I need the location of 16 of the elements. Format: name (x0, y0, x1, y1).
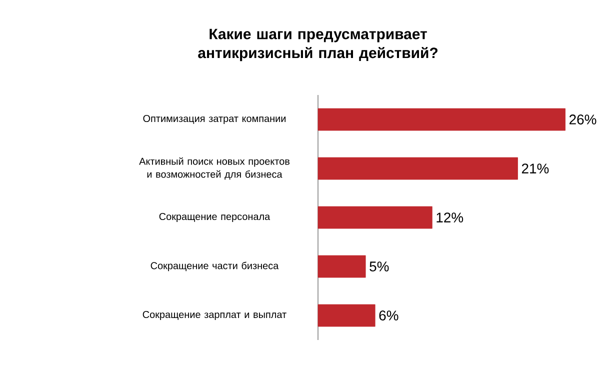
y-tick-label: Оптимизация затрат компании (143, 114, 286, 124)
y-tick-label: Сокращение персонала (159, 212, 270, 222)
bar (318, 206, 432, 229)
y-tick-label: Сокращение части бизнеса (150, 262, 279, 272)
bar (318, 255, 366, 278)
bar (318, 304, 376, 327)
data-label: 21% (522, 164, 549, 174)
y-tick-label: Сокращение зарплат и выплат (142, 310, 286, 320)
data-label: 26% (570, 114, 596, 124)
bar (318, 108, 566, 131)
data-label: 6% (379, 310, 398, 320)
y-tick-label: Активный поиск новых проектов и возможностей для бизнеса (139, 157, 290, 180)
data-label: 12% (436, 212, 464, 222)
data-label: 5% (370, 262, 389, 272)
chart-title: Какие шаги предусматривает антикризисный план действий? (198, 28, 438, 62)
bar (318, 157, 518, 180)
